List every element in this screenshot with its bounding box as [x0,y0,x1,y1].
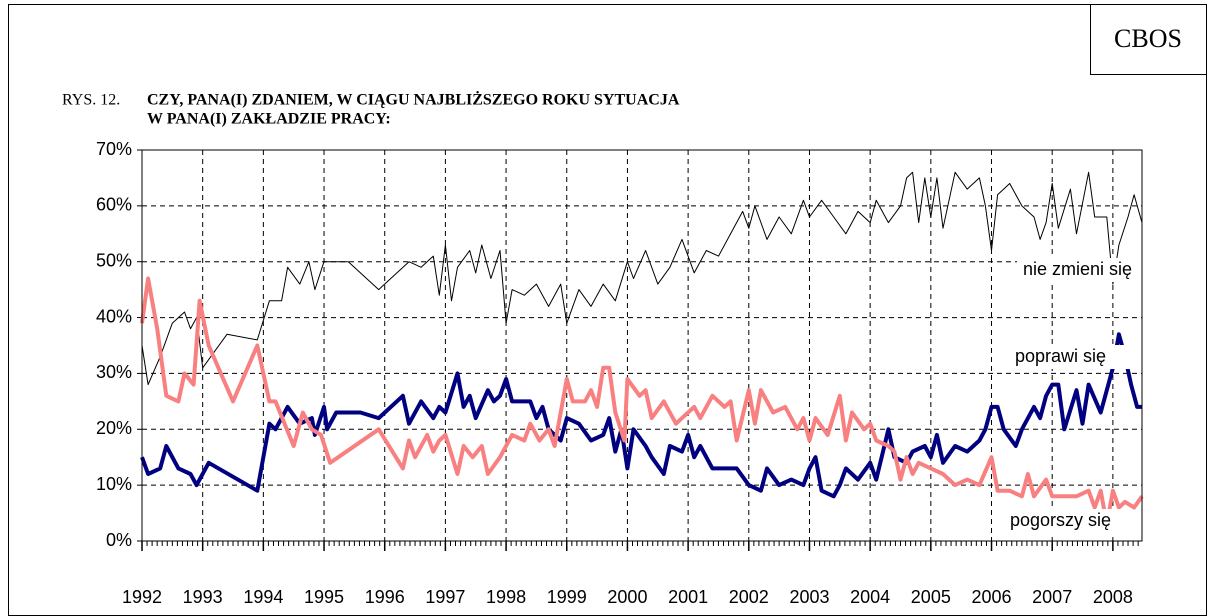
source: CBOS [1114,24,1182,53]
y-tick-label: 30% [96,362,132,382]
series-label-bg [1004,509,1132,533]
plot-area [141,149,1143,542]
x-tick-label: 2002 [729,587,769,607]
series-label: nie zmieni się [1023,259,1132,279]
y-tick-label: 0% [106,530,132,550]
x-tick-label: 2004 [850,587,890,607]
series-label: poprawi się [1015,346,1106,366]
title-line: CZY, PANA(I) ZDANIEM, W CIĄGU NAJBLIŻSZE… [147,90,680,109]
x-tick-label: 1999 [547,587,587,607]
line-series [140,276,1144,527]
x-tick-label: 2000 [607,587,647,607]
line-series [141,171,1143,386]
y-tick-label: 60% [96,195,132,215]
series-label-bg [1009,345,1137,369]
y-tick-label: 40% [96,306,132,326]
series-label: pogorszy się [1010,510,1111,530]
x-tick-label: 2001 [668,587,708,607]
x-tick-label: 1994 [243,587,283,607]
plot-border [141,149,1143,542]
source-box [1090,4,1207,75]
x-tick-label: 1993 [183,587,223,607]
line-series [140,332,1142,499]
x-tick-label: 1996 [365,587,405,607]
series-label-bg [1017,258,1145,282]
x-tick-label: 2005 [911,587,951,607]
x-tick-label: 2007 [1032,587,1072,607]
figure-label: RYS. 12. [62,92,120,109]
x-tick-label: 2006 [971,587,1011,607]
x-tick-label: 1997 [425,587,465,607]
x-tick-label: 1992 [122,587,162,607]
y-tick-label: 50% [96,250,132,270]
y-tick-label: 10% [96,474,132,494]
x-tick-label: 1998 [486,587,526,607]
title-line: W PANA(I) ZAKŁADZIE PRACY: [147,111,391,128]
x-tick-label: 2008 [1093,587,1133,607]
y-tick-label: 70% [96,139,132,159]
y-tick-label: 20% [96,418,132,438]
x-tick-label: 2003 [789,587,829,607]
x-tick-label: 1995 [304,587,344,607]
